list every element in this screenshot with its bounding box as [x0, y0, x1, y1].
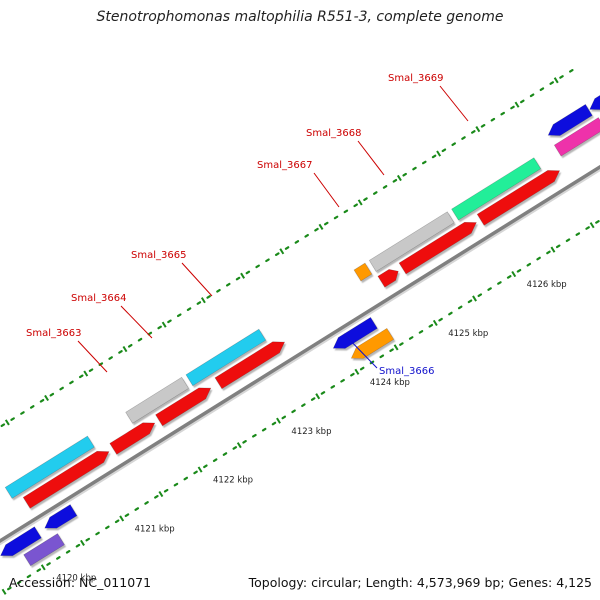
- gene-feature: [553, 117, 600, 157]
- kbp-tick-label: 4124 kbp: [370, 378, 410, 388]
- gene-label-smal-3665: Smal_3665: [131, 250, 186, 261]
- gene-feature-smal-3667: [353, 262, 373, 282]
- cds-feature-reverse: [44, 504, 78, 529]
- genome-summary: Topology: circular; Length: 4,573,969 bp…: [248, 575, 592, 590]
- inner-dot-ring: [1, 220, 600, 595]
- gene-feature-smal-3668: [368, 211, 455, 272]
- gene-label-smal-3666: Smal_3666: [379, 366, 434, 377]
- cds-feature: [214, 341, 286, 390]
- accession-text: Accession: NC_011071: [9, 575, 152, 590]
- cds-feature: [377, 269, 399, 288]
- map-title: Stenotrophomonas maltophilia R551-3, com…: [96, 9, 504, 25]
- gene-feature-smal-3669: [451, 157, 542, 221]
- cds-feature-reverse: [332, 316, 378, 349]
- gene-label-smal-3668: Smal_3668: [306, 128, 361, 139]
- cds-feature: [398, 221, 477, 275]
- gene-label-smal-3669: Smal_3669: [388, 73, 443, 84]
- kbp-tick-label: 4120 kbp: [56, 573, 96, 583]
- gene-label-smal-3664: Smal_3664: [71, 293, 126, 304]
- gene-callout-line: [120, 305, 153, 339]
- kbp-tick-label: 4121 kbp: [135, 525, 175, 535]
- cds-feature-reverse: [0, 526, 42, 557]
- cds-feature: [155, 387, 212, 427]
- cds-feature: [22, 450, 110, 509]
- kbp-tick-label: 4123 kbp: [291, 427, 331, 437]
- gene-callout-line: [181, 262, 213, 297]
- genome-backbone: [0, 164, 600, 544]
- gene-callout-line: [439, 85, 469, 122]
- cds-feature: [476, 170, 561, 226]
- gene-feature-smal-3666: [350, 327, 395, 359]
- cds-feature: [109, 422, 156, 455]
- kbp-tick-label: 4125 kbp: [448, 329, 488, 339]
- cds-feature-reverse: [589, 95, 600, 110]
- gene-feature-smal-3665: [185, 328, 267, 387]
- gene-callout-line: [343, 333, 378, 369]
- kbp-tick-label: 4122 kbp: [213, 476, 253, 486]
- gene-feature-smal-3664: [125, 376, 190, 424]
- cds-feature-reverse: [547, 103, 593, 136]
- gene-callout-line: [357, 140, 385, 176]
- gene-callout-line: [77, 340, 108, 373]
- gene-feature: [23, 533, 65, 567]
- kbp-tick-label: 4126 kbp: [527, 280, 567, 290]
- gene-callout-line: [313, 172, 340, 208]
- gene-label-smal-3663: Smal_3663: [26, 328, 81, 339]
- outer-dot-ring: [0, 69, 574, 428]
- gene-feature-smal-3663: [4, 435, 95, 499]
- gene-label-smal-3667: Smal_3667: [257, 160, 312, 171]
